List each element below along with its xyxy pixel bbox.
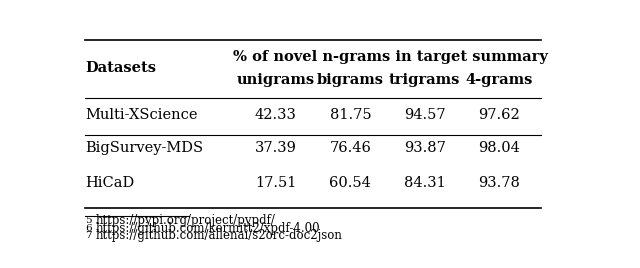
Text: 60.54: 60.54 bbox=[330, 176, 371, 190]
Text: https://pypi.org/project/pypdf/: https://pypi.org/project/pypdf/ bbox=[96, 214, 276, 228]
Text: 94.57: 94.57 bbox=[404, 108, 445, 122]
Text: 93.78: 93.78 bbox=[478, 176, 520, 190]
Text: 97.62: 97.62 bbox=[478, 108, 520, 122]
Text: Datasets: Datasets bbox=[85, 61, 156, 75]
Text: https://github.com/kermitt2/xpdf-4.00: https://github.com/kermitt2/xpdf-4.00 bbox=[96, 222, 321, 235]
Text: 4-grams: 4-grams bbox=[465, 73, 533, 87]
Text: 93.87: 93.87 bbox=[404, 141, 445, 155]
Text: 42.33: 42.33 bbox=[255, 108, 297, 122]
Text: 84.31: 84.31 bbox=[404, 176, 445, 190]
Text: trigrams: trigrams bbox=[389, 73, 460, 87]
Text: unigrams: unigrams bbox=[237, 73, 315, 87]
Text: 76.46: 76.46 bbox=[330, 141, 371, 155]
Text: 17.51: 17.51 bbox=[255, 176, 296, 190]
Text: 6: 6 bbox=[85, 224, 92, 233]
Text: 98.04: 98.04 bbox=[478, 141, 520, 155]
Text: https://github.com/allenai/s2orc-doc2json: https://github.com/allenai/s2orc-doc2jso… bbox=[96, 229, 343, 242]
Text: bigrams: bigrams bbox=[317, 73, 384, 87]
Text: 81.75: 81.75 bbox=[330, 108, 371, 122]
Text: BigSurvey-MDS: BigSurvey-MDS bbox=[85, 141, 203, 155]
Text: % of novel n-grams in target summary: % of novel n-grams in target summary bbox=[232, 50, 547, 64]
Text: 5: 5 bbox=[85, 217, 92, 225]
Text: 7: 7 bbox=[85, 231, 92, 240]
Text: Multi-XScience: Multi-XScience bbox=[85, 108, 198, 122]
Text: HiCaD: HiCaD bbox=[85, 176, 134, 190]
Text: 37.39: 37.39 bbox=[255, 141, 297, 155]
